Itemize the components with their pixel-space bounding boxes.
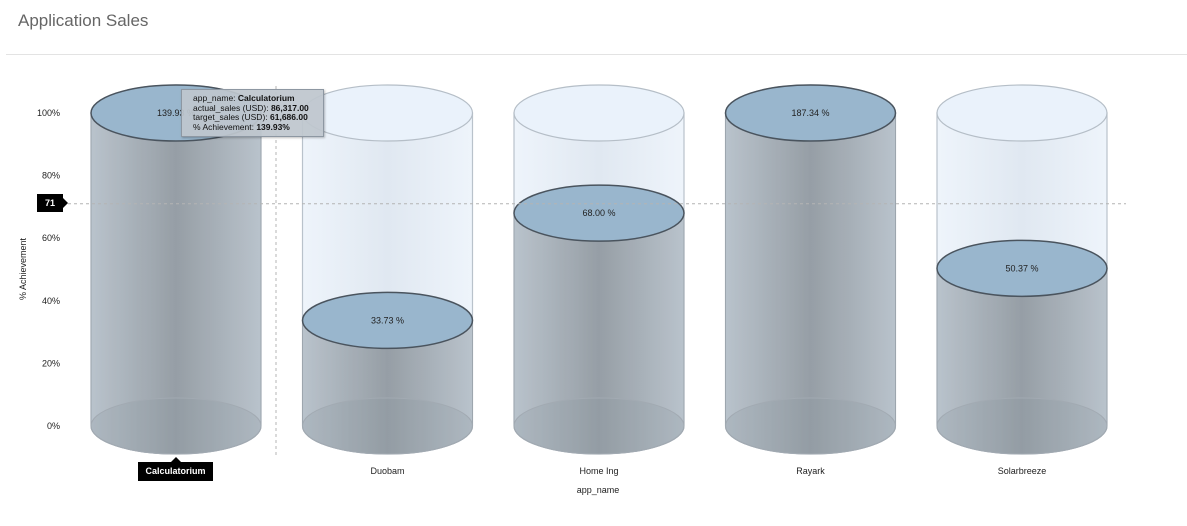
bar-container-top <box>513 84 685 142</box>
bar-cylinder: 68.00 % <box>513 84 685 455</box>
data-label: 139.93 % <box>157 108 195 118</box>
page-title: Application Sales <box>18 11 149 30</box>
data-label: 68.00 % <box>582 208 615 218</box>
y-tick-label: 20% <box>42 358 60 368</box>
bar-cylinder: 50.37 % <box>936 84 1108 455</box>
bar-value-top <box>301 291 474 350</box>
x-axis-title: app_name <box>577 485 620 495</box>
y-tick-label: 0% <box>47 421 60 431</box>
page-header: Application Sales <box>0 0 1187 54</box>
tooltip-row: app_name: Calculatorium <box>193 93 295 103</box>
data-label: 50.37 % <box>1005 263 1038 273</box>
bar-base <box>936 397 1108 455</box>
tooltip-row: actual_sales (USD): 86,317.00 <box>193 102 309 113</box>
bar-base <box>513 397 685 455</box>
x-tick-label: Duobam <box>370 466 404 476</box>
bar-base <box>725 397 896 455</box>
x-tick-label: Home Ing <box>579 466 618 476</box>
header-divider <box>6 54 1187 55</box>
bar-container-top <box>936 84 1108 142</box>
bar-cylinder: 33.73 % <box>301 84 474 455</box>
y-tick-label: 40% <box>42 296 60 306</box>
reference-line-label: 71 <box>37 194 68 212</box>
y-tick-label: 80% <box>42 171 60 181</box>
bar-value-top <box>513 184 685 242</box>
bar-base <box>302 397 473 455</box>
highlighted-category-label: Calculatorium <box>138 457 213 481</box>
y-tick-label: 60% <box>42 233 60 243</box>
bar-value-top <box>724 84 897 142</box>
bar-base <box>90 397 262 455</box>
y-axis-title: % Achievement <box>18 237 28 300</box>
x-tick-label: Rayark <box>796 466 825 476</box>
bar-container-top <box>301 84 474 142</box>
bar-cylinder: 139.93 % <box>90 84 262 455</box>
bar-value-top <box>936 239 1108 298</box>
x-tick-label: Solarbreeze <box>998 466 1047 476</box>
data-label: 187.34 % <box>791 108 829 118</box>
bar-cylinder: 187.34 % <box>724 84 897 455</box>
data-label: 33.73 % <box>371 315 404 325</box>
chart-tooltip: app_name: Calculatorium actual_sales (US… <box>181 89 324 137</box>
y-tick-label: 100% <box>37 108 60 118</box>
tooltip-row: % Achievement: 139.93% <box>193 121 290 132</box>
tooltip-row: target_sales (USD): 61,686.00 <box>193 112 308 122</box>
